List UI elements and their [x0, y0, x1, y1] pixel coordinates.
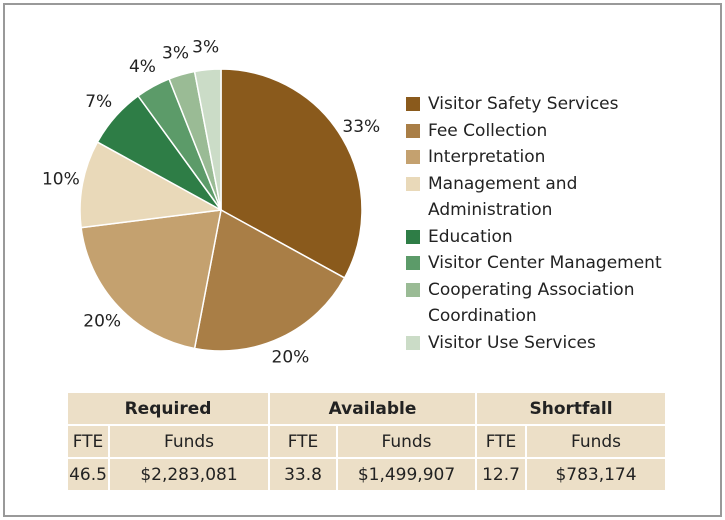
cell: 46.5 — [66, 457, 110, 492]
legend-item: Visitor Center Management — [406, 250, 704, 277]
data-label: 33% — [342, 117, 380, 137]
legend-item: Visitor Safety Services — [406, 91, 704, 118]
cell: $2,283,081 — [108, 457, 270, 492]
legend-swatch — [406, 256, 420, 270]
pie-slice — [193, 208, 346, 352]
legend-swatch — [406, 282, 420, 297]
pie-slice — [220, 68, 363, 279]
legend-label: Cooperating Association Coordination — [428, 279, 635, 327]
cell: 12.7 — [475, 457, 527, 492]
data-label: 20% — [83, 312, 121, 332]
legend-item: Interpretation — [406, 144, 704, 171]
pie-slice — [80, 209, 222, 350]
pie-slice — [193, 68, 222, 211]
legend-item: Management and Administration — [406, 171, 704, 224]
column-header: Funds — [336, 424, 477, 459]
legend: Visitor Safety Services Fee Collection Int… — [406, 91, 704, 356]
data-label: 3% — [192, 38, 219, 58]
legend-item: Cooperating Association Coordination — [406, 277, 704, 330]
column-header: FTE — [268, 424, 338, 459]
group-header: Required — [66, 391, 270, 426]
column-header: FTE — [475, 424, 527, 459]
legend-label: Visitor Safety Services — [428, 94, 619, 114]
column-header: FTE — [66, 424, 110, 459]
legend-swatch — [406, 229, 420, 244]
data-label: 4% — [129, 57, 156, 77]
legend-swatch — [406, 335, 420, 350]
legend-label: Management and Administration — [428, 173, 578, 221]
legend-item: Education — [406, 224, 704, 251]
legend-swatch — [406, 150, 420, 164]
cell: $1,499,907 — [336, 457, 477, 492]
data-label: 10% — [42, 169, 80, 189]
column-header: Funds — [108, 424, 270, 459]
pie-slice — [79, 141, 224, 229]
cell: 33.8 — [268, 457, 338, 492]
data-label: 20% — [272, 347, 310, 367]
legend-swatch — [406, 176, 420, 191]
legend-label: Visitor Center Management — [428, 253, 662, 273]
data-label: 3% — [162, 43, 189, 63]
legend-item: Fee Collection — [406, 118, 704, 145]
legend-label: Fee Collection — [428, 120, 548, 141]
cell: $783,174 — [525, 457, 667, 492]
legend-swatch — [406, 123, 420, 138]
frame — [3, 3, 722, 517]
table: Required Available Shortfall FTE Funds FTE Fun… — [66, 391, 667, 492]
group-header: Shortfall — [475, 391, 667, 426]
legend-label: Interpretation — [428, 147, 546, 167]
legend-swatch — [406, 97, 420, 111]
column-header: Funds — [525, 424, 667, 459]
group-header: Available — [268, 391, 477, 426]
legend-label: Visitor Use Services — [428, 332, 596, 353]
data-label: 7% — [85, 92, 112, 112]
legend-label: Education — [428, 226, 513, 247]
legend-item: Visitor Use Services — [406, 330, 704, 357]
